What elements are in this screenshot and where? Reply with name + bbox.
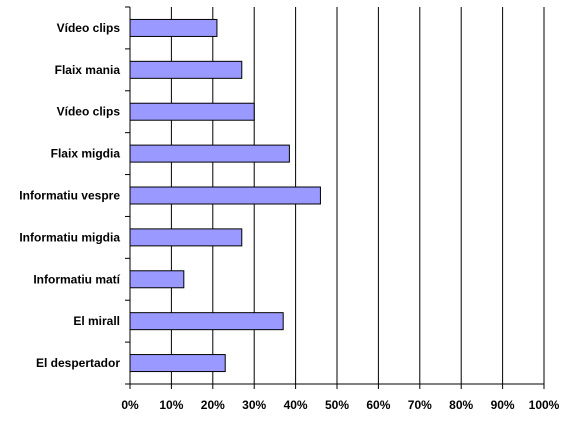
category-label: Informatiu matí [33, 272, 120, 286]
axes [125, 6, 545, 389]
category-label: El mirall [73, 314, 120, 328]
bar [129, 186, 321, 205]
x-tick-label: 40% [284, 398, 308, 412]
bar [129, 18, 218, 37]
category-labels: Vídeo clips Flaix mania Vídeo clips Flaix m… [19, 21, 120, 370]
x-tick-label: 90% [491, 398, 515, 412]
bar [129, 228, 243, 247]
bar [129, 102, 255, 121]
x-tick-label: 50% [325, 398, 349, 412]
category-label: Informatiu migdia [19, 230, 120, 244]
category-label: Informatiu vespre [19, 189, 120, 203]
bar [129, 144, 290, 163]
x-tick-label: 80% [449, 398, 473, 412]
x-tick-label: 20% [201, 398, 225, 412]
category-label: Vídeo clips [57, 21, 121, 35]
category-label: Flaix mania [55, 63, 121, 77]
bars [129, 18, 321, 373]
bar [129, 270, 185, 289]
x-tick-label: 60% [366, 398, 390, 412]
bar [129, 312, 284, 331]
x-tick-label: 30% [242, 398, 266, 412]
category-label: Flaix migdia [51, 147, 121, 161]
x-tick-label: 10% [159, 398, 183, 412]
x-tick-labels: 0% 10% 20% 30% 40% 50% 60% 70% 80% 90% 100% [121, 398, 559, 412]
bar [129, 354, 226, 373]
category-label: Vídeo clips [57, 105, 121, 119]
category-label: El despertador [36, 356, 120, 370]
x-tick-label: 70% [408, 398, 432, 412]
x-tick-label: 100% [529, 398, 560, 412]
x-tick-label: 0% [121, 398, 139, 412]
bar [129, 60, 243, 79]
